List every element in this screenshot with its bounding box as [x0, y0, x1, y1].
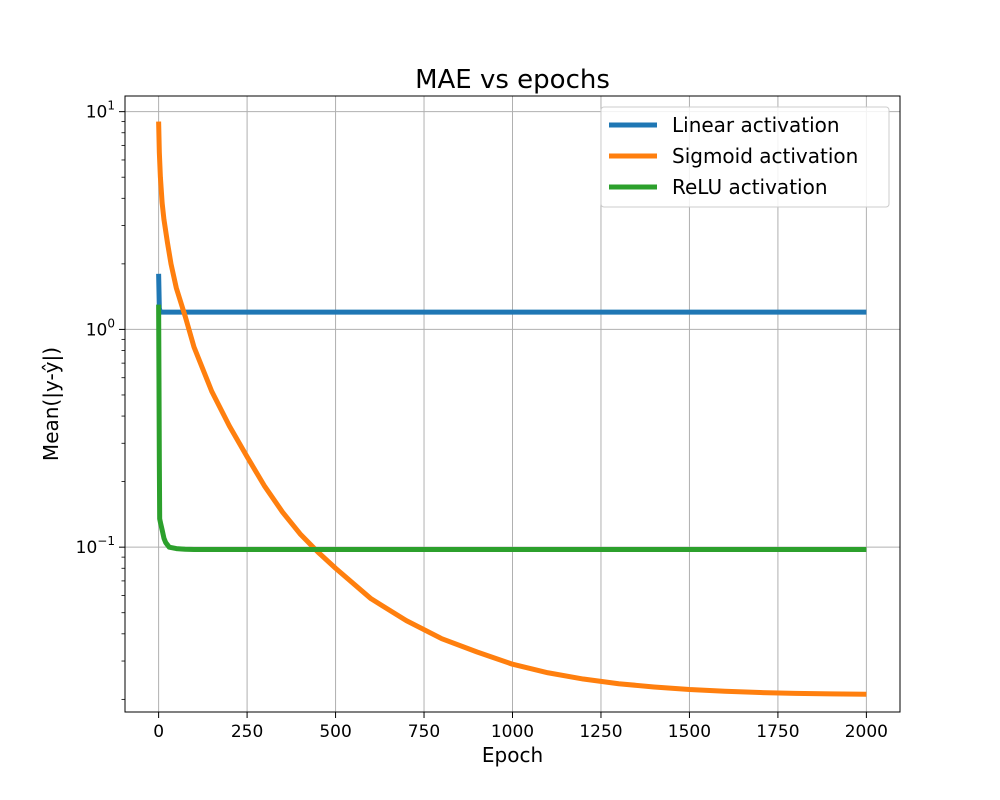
y-tick-label: 101 [86, 99, 115, 123]
y-axis-label: Mean(|y-ŷ|) [39, 347, 63, 461]
x-tick-label: 750 [408, 722, 440, 742]
y-tick-label: 100 [86, 316, 115, 340]
x-tick-label: 250 [231, 722, 263, 742]
chart-title: MAE vs epochs [415, 65, 610, 95]
x-tick-label: 1500 [668, 722, 711, 742]
series-line-relu [156, 304, 867, 553]
x-tick-label: 1750 [756, 722, 799, 742]
legend-label-linear: Linear activation [672, 113, 840, 137]
x-tick-label: 500 [319, 722, 351, 742]
x-axis-ticks: 0 250 500 750 1000 1250 1500 1750 2000 [153, 712, 888, 742]
y-tick-label: 10−1 [76, 534, 115, 558]
legend-box [600, 106, 890, 208]
y-axis-ticks: 10−1 100 101 [76, 99, 125, 700]
x-tick-label: 1000 [491, 722, 534, 742]
x-axis-label: Epoch [482, 743, 543, 767]
x-tick-label: 0 [153, 722, 164, 742]
legend: Linear activation Sigmoid activation ReL… [600, 106, 890, 208]
x-tick-label: 1250 [579, 722, 622, 742]
legend-label-relu: ReLU activation [672, 175, 828, 199]
legend-label-sigmoid: Sigmoid activation [672, 144, 858, 168]
series-lines [156, 121, 867, 697]
x-tick-label: 2000 [845, 722, 888, 742]
